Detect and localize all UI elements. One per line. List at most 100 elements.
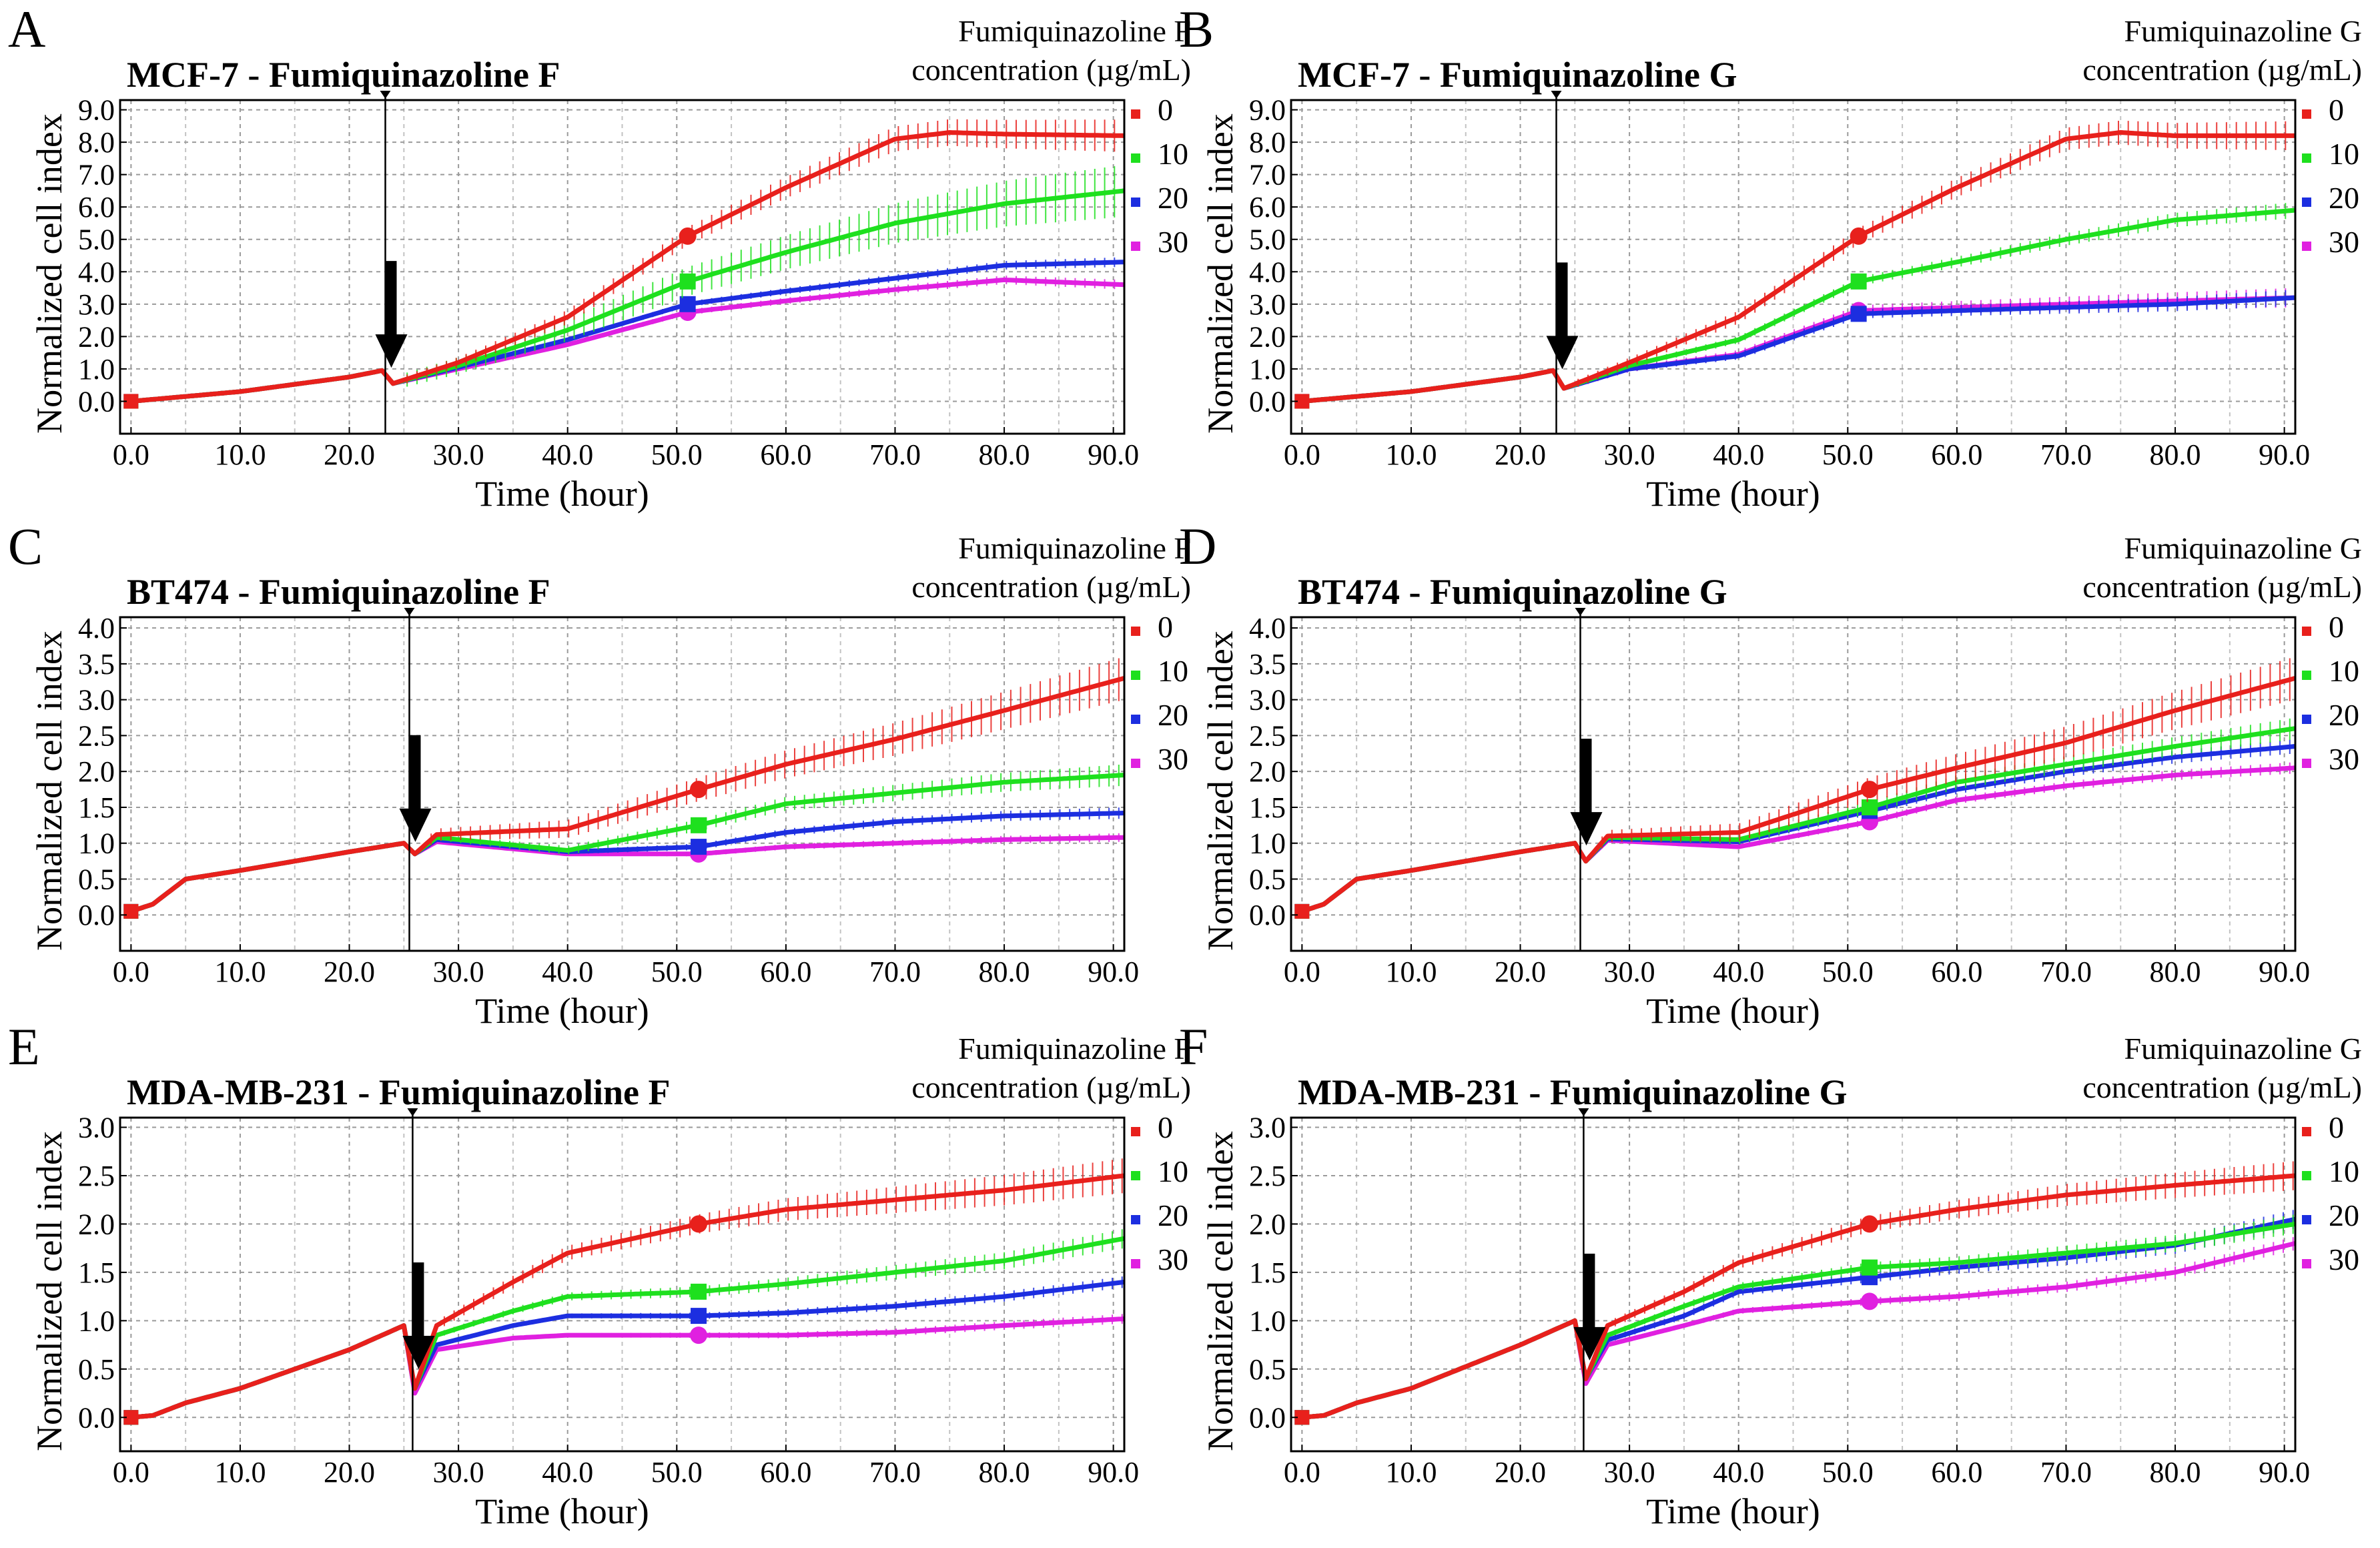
plot-area <box>120 1118 1124 1451</box>
legend-entry: 0 <box>1158 93 1173 127</box>
data-marker <box>691 1283 707 1300</box>
treatment-marker <box>407 1108 418 1116</box>
y-tick-label: 0.0 <box>1249 899 1286 931</box>
series-0 <box>1294 1161 2295 1425</box>
x-tick-label: 0.0 <box>1284 1456 1320 1489</box>
panel-d: D BT474 - Fumiquinazoline G Fumiquinazolin… <box>1179 517 2362 1031</box>
panel-b: B MCF-7 - Fumiquinazoline G Fumiquinazolin… <box>1179 0 2362 514</box>
legend-swatch <box>2302 1259 2311 1268</box>
series-0 <box>123 119 1124 409</box>
chart-title: MDA-MB-231 - Fumiquinazoline G <box>1298 1072 1847 1112</box>
plot-frame <box>119 616 1126 952</box>
legend-entry: 0 <box>2329 1110 2344 1144</box>
data-marker <box>690 1326 708 1344</box>
legend-swatch <box>2302 627 2311 636</box>
x-axis-label: Time (hour) <box>1646 1491 1820 1531</box>
treatment-marker <box>1575 608 1586 616</box>
y-tick-label: 5.0 <box>78 224 115 256</box>
y-tick-label: 3.0 <box>1249 288 1286 321</box>
legend-title-line: Fumiquinazoline G <box>2124 531 2362 565</box>
legend-title-line: concentration (µg/mL) <box>911 1070 1191 1104</box>
legend-entry: 30 <box>1158 742 1188 776</box>
legend-title-line: concentration (µg/mL) <box>911 570 1191 604</box>
data-marker <box>691 839 707 855</box>
start-marker <box>1294 1410 1310 1425</box>
plot-area <box>1291 617 2295 951</box>
legend-swatch <box>2302 671 2311 680</box>
x-tick-label: 20.0 <box>1495 438 1546 471</box>
x-tick-label: 90.0 <box>2259 955 2310 988</box>
x-tick-label: 70.0 <box>869 1456 921 1489</box>
legend-title-line: Fumiquinazoline F <box>958 531 1191 565</box>
data-marker <box>1862 1259 1878 1276</box>
y-tick-label: 9.0 <box>78 94 115 127</box>
y-axis-label: Normalized cell index <box>29 1131 69 1451</box>
legend-swatch <box>2302 1127 2311 1136</box>
x-tick-label: 40.0 <box>1713 955 1764 988</box>
legend-swatch <box>1131 1215 1140 1224</box>
x-tick-label: 70.0 <box>2040 1456 2092 1489</box>
series-line <box>131 1173 1124 1420</box>
data-marker <box>690 781 708 799</box>
x-tick-label: 40.0 <box>1713 438 1764 471</box>
legend-entry: 30 <box>1158 225 1188 259</box>
y-tick-label: 1.0 <box>78 827 115 860</box>
treatment-arrow <box>1546 262 1579 370</box>
x-tick-label: 80.0 <box>2150 955 2201 988</box>
y-tick-label: 0.5 <box>78 863 115 895</box>
treatment-arrow <box>1570 739 1603 846</box>
y-tick-label: 0.5 <box>1249 863 1286 895</box>
legend-title-line: concentration (µg/mL) <box>911 53 1191 87</box>
x-tick-label: 80.0 <box>979 438 1030 471</box>
series-line <box>1302 130 2295 404</box>
series-line <box>130 676 1124 914</box>
legend-title-line: concentration (µg/mL) <box>2082 570 2362 604</box>
y-tick-label: 2.5 <box>78 1160 115 1192</box>
x-tick-label: 20.0 <box>1495 1456 1546 1489</box>
y-tick-label: 2.5 <box>78 719 115 752</box>
plot-area <box>1291 100 2295 434</box>
data-marker <box>679 273 696 290</box>
y-axis-label: Normalized cell index <box>1200 113 1240 434</box>
y-tick-label: 1.0 <box>1249 827 1286 860</box>
x-tick-label: 90.0 <box>1088 438 1139 471</box>
x-tick-label: 70.0 <box>2040 955 2092 988</box>
legend-entry: 20 <box>1158 698 1188 732</box>
y-tick-label: 2.0 <box>1249 1208 1286 1240</box>
data-marker <box>1861 1292 1879 1310</box>
x-tick-label: 50.0 <box>1822 955 1874 988</box>
legend-entry: 10 <box>1158 654 1188 688</box>
x-tick-label: 30.0 <box>433 438 484 471</box>
legend-entry: 20 <box>1158 1198 1188 1232</box>
y-tick-label: 0.5 <box>78 1353 115 1386</box>
data-marker <box>1850 306 1867 322</box>
legend-entry: 0 <box>2329 610 2344 644</box>
legend-swatch <box>2302 109 2311 119</box>
y-tick-label: 3.0 <box>78 684 115 717</box>
x-tick-label: 40.0 <box>1713 1456 1764 1489</box>
x-tick-label: 90.0 <box>1088 1456 1139 1489</box>
legend-swatch <box>2302 715 2311 724</box>
legend-swatch <box>1131 153 1140 163</box>
panel-letter: C <box>8 517 43 575</box>
data-marker <box>691 1308 707 1324</box>
x-tick-label: 10.0 <box>1385 955 1437 988</box>
x-tick-label: 0.0 <box>113 955 149 988</box>
panel-letter: A <box>8 0 45 58</box>
y-tick-label: 0.5 <box>1249 1353 1286 1386</box>
legend-entry: 20 <box>1158 181 1188 215</box>
treatment-marker <box>1578 1108 1589 1116</box>
series-0 <box>123 658 1124 919</box>
y-tick-label: 7.0 <box>1249 159 1286 191</box>
legend-swatch <box>2302 1215 2311 1224</box>
plot-frame <box>1290 99 2297 435</box>
x-tick-label: 10.0 <box>214 438 266 471</box>
chart-title: BT474 - Fumiquinazoline F <box>127 572 550 612</box>
x-axis-label: Time (hour) <box>475 474 649 514</box>
data-marker <box>1850 273 1867 290</box>
x-tick-label: 0.0 <box>1284 955 1320 988</box>
start-marker <box>1294 394 1310 409</box>
legend-title-line: concentration (µg/mL) <box>2082 53 2362 87</box>
data-marker <box>1862 799 1878 815</box>
y-tick-label: 1.0 <box>1249 1304 1286 1337</box>
